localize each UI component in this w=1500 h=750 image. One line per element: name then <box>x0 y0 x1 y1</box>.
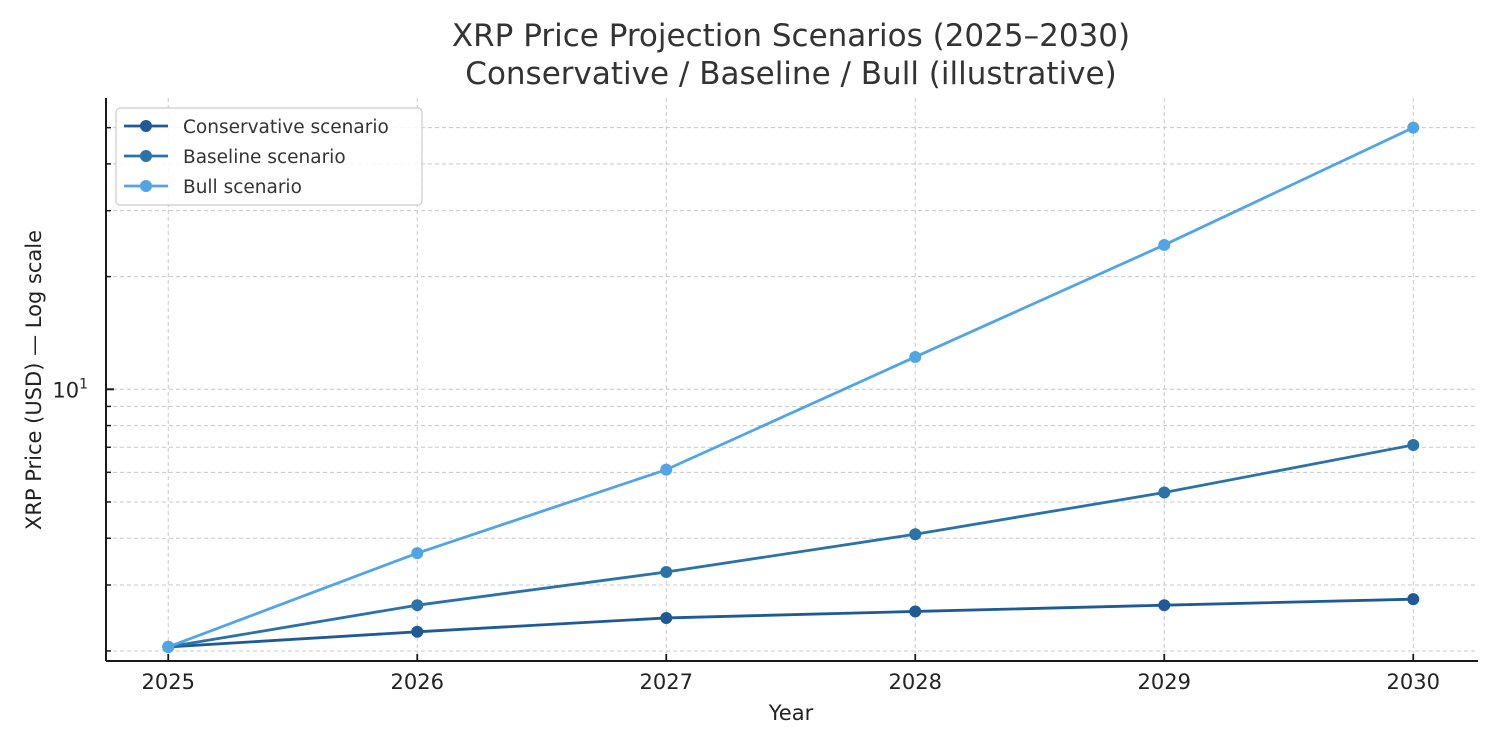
series-baseline-scenario <box>162 438 1420 653</box>
y-major-tick-label: 101 <box>52 376 88 402</box>
data-point-2026 <box>411 547 424 560</box>
legend-label: Baseline scenario <box>183 147 346 168</box>
data-point-2028 <box>909 605 922 618</box>
x-ticks: 2025 2026 2027 2028 2029 2030 <box>142 654 1440 694</box>
y-tick-exponent: 1 <box>79 376 88 392</box>
y-ticks <box>106 126 114 652</box>
y-tick-base: 10 <box>52 378 79 402</box>
x-tick-label-2026: 2026 <box>391 670 444 694</box>
data-point-2028 <box>909 350 922 363</box>
data-point-2027 <box>660 566 673 579</box>
grid <box>106 98 1478 661</box>
series-group <box>162 121 1420 653</box>
data-point-2027 <box>660 463 673 476</box>
x-tick-label-2025: 2025 <box>142 670 195 694</box>
legend-marker-icon <box>140 150 152 162</box>
data-point-2030 <box>1407 593 1420 606</box>
y-tick-label-10: 101 <box>52 376 88 402</box>
data-point-2027 <box>660 611 673 624</box>
series-line <box>168 597 1414 649</box>
x-tick-label-2028: 2028 <box>889 670 942 694</box>
legend-label: Conservative scenario <box>183 117 389 138</box>
data-point-2029 <box>1158 599 1171 612</box>
axes <box>105 98 1478 662</box>
legend-item: Conservative scenario <box>124 117 389 138</box>
legend-marker-icon <box>140 180 152 192</box>
legend-label: Bull scenario <box>183 177 302 198</box>
data-point-2029 <box>1158 238 1171 251</box>
legend: Conservative scenario Baseline scenario Bu… <box>115 107 423 206</box>
legend-item: Bull scenario <box>124 177 302 198</box>
chart-subtitle: Conservative / Baseline / Bull (illustra… <box>465 56 1116 92</box>
x-tick-label-2029: 2029 <box>1138 670 1191 694</box>
y-axis-label: XRP Price (USD) — Log scale <box>22 230 46 530</box>
legend-item: Baseline scenario <box>124 147 346 168</box>
series-conservative-scenario <box>162 593 1420 653</box>
series-line <box>168 443 1414 649</box>
data-point-2026 <box>411 625 424 638</box>
legend-marker-icon <box>140 120 152 132</box>
data-point-2026 <box>411 599 424 612</box>
data-point-2030 <box>1407 121 1420 134</box>
x-axis-label: Year <box>768 701 814 725</box>
series-bull-scenario <box>162 121 1420 653</box>
data-point-2029 <box>1158 486 1171 499</box>
chart-title-group: XRP Price Projection Scenarios (2025–203… <box>452 18 1130 92</box>
legend-box <box>115 107 423 206</box>
x-tick-label-2030: 2030 <box>1387 670 1440 694</box>
data-point-2025 <box>162 640 175 653</box>
chart-title: XRP Price Projection Scenarios (2025–203… <box>452 18 1130 54</box>
x-tick-label-2027: 2027 <box>640 670 693 694</box>
data-point-2028 <box>909 528 922 541</box>
series-line <box>167 126 1414 649</box>
data-point-2030 <box>1407 438 1420 451</box>
